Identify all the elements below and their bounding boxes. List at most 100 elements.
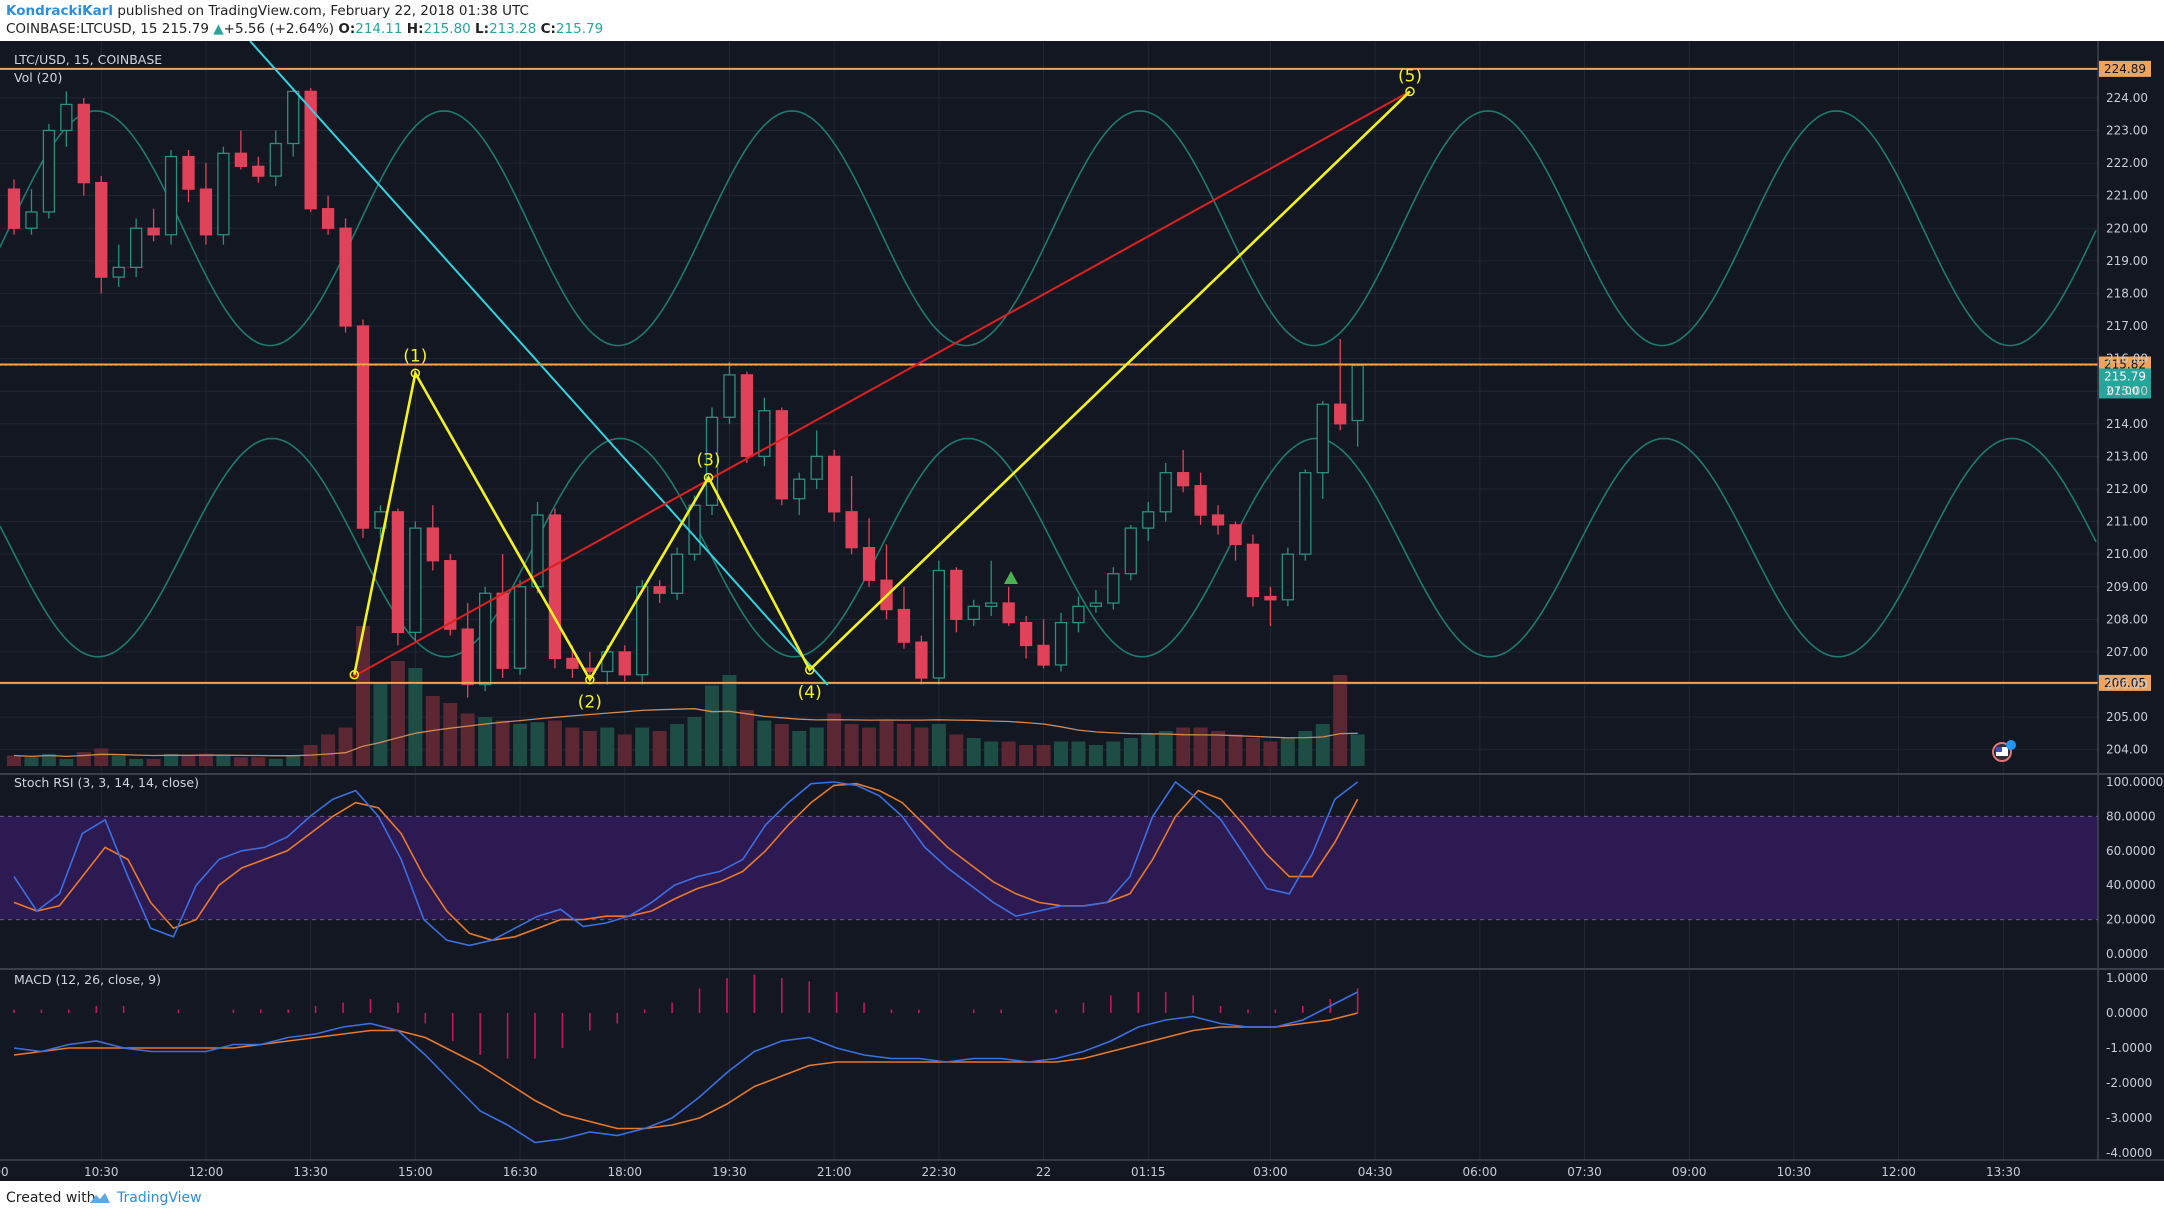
candle-down — [77, 103, 90, 184]
stoch-band — [0, 816, 2098, 920]
volume-bar — [1123, 738, 1138, 766]
candle-down — [1211, 514, 1225, 526]
volume-bar — [809, 727, 824, 766]
volume-bar — [408, 668, 423, 766]
wave-label: (2) — [578, 693, 602, 713]
macd-signal-line — [13, 1012, 1358, 1130]
price-tick-label: 224.00 — [2106, 91, 2148, 105]
wave-point — [349, 669, 360, 680]
time-tick-label: 13:30 — [293, 1165, 328, 1179]
candle-down — [915, 641, 928, 679]
stoch-tick-label: 40.0000 — [2106, 878, 2156, 892]
candle-down — [1264, 595, 1277, 601]
volume-bar — [495, 720, 510, 766]
volume-bar — [1350, 734, 1365, 766]
tradingview-link[interactable]: TradingView — [117, 1190, 202, 1206]
candle-up — [1299, 472, 1312, 555]
macd-legend: MACD (12, 26, close, 9) — [14, 972, 161, 987]
volume-bar — [966, 738, 981, 766]
candle-up — [269, 142, 282, 177]
candle-up — [478, 592, 492, 686]
candle-down — [252, 165, 265, 177]
volume-bar — [1263, 741, 1278, 766]
price-tick-label: 217.00 — [2106, 319, 2148, 333]
price-tick-label: 215.00 — [2106, 384, 2148, 398]
volume-bar — [617, 734, 632, 766]
volume-bar — [146, 759, 161, 766]
volume-bar — [635, 727, 650, 766]
volume-bar — [1211, 731, 1226, 766]
stoch-rsi-legend: Stoch RSI (3, 3, 14, 14, close) — [14, 775, 199, 790]
time-tick-label: 03:00 — [1253, 1165, 1288, 1179]
volume-bar — [1176, 727, 1191, 766]
red-trend-line — [350, 90, 1411, 679]
price-tick-label: 223.00 — [2106, 123, 2148, 137]
price-level-tag — [2099, 674, 2151, 691]
candle-up — [1089, 602, 1103, 607]
volume-bar — [111, 755, 126, 766]
wave-label: (1) — [403, 346, 427, 366]
time-tick-label: 04:30 — [1358, 1165, 1393, 1179]
candle-down — [321, 208, 335, 229]
macd-tick-label: -1.0000 — [2106, 1041, 2152, 1055]
elliott-wave-path — [353, 90, 1411, 683]
stoch-tick-label: 60.0000 — [2106, 844, 2156, 858]
wave-point — [585, 674, 595, 685]
candle-down — [444, 560, 457, 630]
volume-bar — [600, 727, 615, 766]
candle-up — [1072, 605, 1085, 624]
volume-bar — [216, 755, 231, 766]
candle-up — [42, 129, 56, 213]
volume-bar — [94, 748, 109, 766]
current-price-tag — [2099, 368, 2151, 399]
volume-bar — [7, 755, 21, 766]
time-tick-label: 09:00 — [0, 1165, 9, 1179]
candle-up — [670, 553, 684, 594]
wave-label: (3) — [696, 451, 720, 471]
price-level-label: 215.82 — [2104, 357, 2146, 371]
candle-up — [723, 374, 736, 418]
volume-bar — [739, 710, 754, 766]
price-tick-label: 208.00 — [2106, 612, 2148, 626]
volume-bar — [460, 713, 475, 766]
volume-bar — [1054, 741, 1068, 766]
close-value: 215.79 — [555, 21, 604, 37]
price-tick-label: 218.00 — [2106, 286, 2148, 300]
bar-countdown-label: 07:00 — [2107, 384, 2139, 397]
volume-bar — [198, 753, 213, 766]
candle-up — [967, 605, 980, 620]
chart-title: LTC/USD, 15, COINBASE — [14, 52, 162, 67]
candle-down — [828, 455, 841, 513]
macd-tick-label: 0.0000 — [2106, 1006, 2148, 1020]
volume-bar — [792, 731, 807, 766]
candle-up — [1159, 472, 1172, 513]
volume-bar — [1193, 727, 1208, 766]
time-tick-label: 12:00 — [1881, 1165, 1916, 1179]
wave-label: (5) — [1398, 66, 1422, 86]
price-change: +5.56 (+2.64%) — [223, 21, 335, 37]
macd-tick-label: -3.0000 — [2106, 1111, 2152, 1125]
up-arrow-icon: ▲ — [213, 21, 224, 37]
candle-down — [496, 592, 509, 669]
time-tick-label: 12:00 — [189, 1165, 224, 1179]
sine-wave — [0, 437, 2097, 658]
tradingview-logo-icon — [90, 1193, 110, 1203]
volume-bar — [478, 717, 493, 766]
volume-bar — [582, 731, 597, 766]
candle-down — [391, 511, 405, 634]
volume-bar — [1106, 741, 1121, 766]
volume-bar — [1001, 741, 1016, 766]
volume-bar — [1228, 734, 1243, 766]
author-link[interactable]: KondrackiKarl — [6, 3, 114, 19]
volume-bar — [687, 717, 702, 766]
candle-up — [1107, 573, 1120, 604]
volume-bar — [565, 727, 580, 766]
flag-icon[interactable] — [1992, 740, 2016, 762]
wave-point — [703, 472, 714, 483]
price-tick-label: 222.00 — [2106, 156, 2148, 170]
candle-down — [199, 188, 213, 236]
time-tick-label: 10:30 — [1777, 1165, 1812, 1179]
volume-bar — [233, 757, 248, 766]
created-with-text: Created with — [6, 1190, 96, 1206]
